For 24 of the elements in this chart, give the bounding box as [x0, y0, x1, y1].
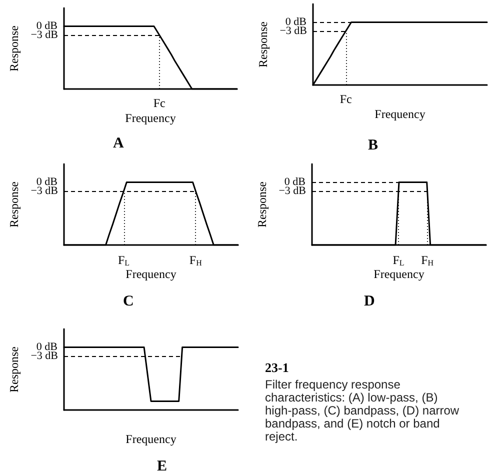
- ref-line-label: −3 dB: [278, 185, 306, 197]
- y-axis-title: Response: [7, 26, 21, 72]
- text: B: [368, 138, 378, 154]
- text: 23-1: [265, 360, 289, 375]
- x-axis-title: Frequency: [125, 111, 176, 125]
- text: Filter frequency response characteristics: (A) low-pass, (B) high-pass, (C) bandpass, (D) narrow bandpass, and (E) notch or band reject.: [265, 378, 462, 444]
- x-axis-title: Frequency: [126, 267, 176, 281]
- x-axis-title: Frequency: [374, 267, 424, 281]
- y-axis-title: Response: [7, 346, 21, 392]
- y-axis-title: Response: [255, 182, 269, 228]
- text: E: [157, 458, 168, 472]
- x-axis-title: Frequency: [374, 107, 426, 121]
- ref-line-label: −3 dB: [280, 25, 307, 37]
- ref-line-label: −3 dB: [30, 185, 58, 197]
- ref-line-label: −3 dB: [30, 350, 58, 362]
- text: Fc: [340, 92, 352, 106]
- text: A: [113, 136, 124, 152]
- ref-line-label: −3 dB: [30, 29, 58, 41]
- y-axis-title: Response: [7, 182, 21, 228]
- text: D: [364, 294, 375, 310]
- x-axis-title: Frequency: [126, 432, 176, 446]
- text: C: [123, 294, 134, 310]
- y-axis-title: Response: [256, 22, 270, 68]
- text: Fc: [153, 96, 166, 110]
